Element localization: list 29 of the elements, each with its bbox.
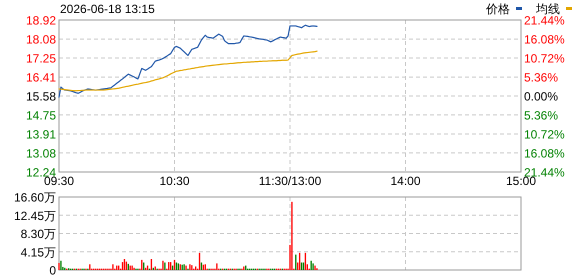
- y2-tick-label: 0.00%: [524, 90, 558, 104]
- y2-tick-label: 16.08%: [524, 32, 566, 46]
- x-tick-label: 10:30: [159, 174, 190, 188]
- y2-tick-label: 21.44%: [524, 14, 566, 28]
- y-tick-label: 18.08: [26, 32, 56, 47]
- y2-tick-label: 5.36%: [524, 70, 558, 84]
- y-tick-label: 13.08: [26, 146, 56, 160]
- y-tick-label: 15.58: [26, 90, 56, 104]
- x-tick-label: 11:30/13:00: [258, 174, 322, 188]
- y-tick-label: 16.60万: [14, 190, 56, 204]
- y-tick-label: 17.25: [26, 52, 56, 66]
- legend-label: 均线: [535, 2, 560, 16]
- y-tick-label: 8.30万: [20, 227, 56, 241]
- y-tick-label: 16.41: [26, 70, 56, 85]
- y-tick-label: 12.45万: [14, 208, 56, 223]
- line-series: [58, 24, 318, 98]
- chart-title: 2026-06-18 13:15: [60, 2, 156, 16]
- y2-tick-label: 5.36%: [524, 108, 558, 122]
- x-tick-label: 14:00: [390, 174, 421, 188]
- y-tick-label: 13.91: [26, 128, 56, 142]
- y2-tick-label: 10.72%: [524, 52, 566, 66]
- legend-label: 价格: [485, 2, 510, 16]
- y2-tick-label: 16.08%: [524, 146, 566, 160]
- line-series: [58, 50, 318, 92]
- y-tick-label: 0: [49, 264, 56, 276]
- y-tick-label: 14.75: [26, 108, 56, 122]
- y2-tick-label: 10.72%: [524, 128, 566, 142]
- y-tick-label: 4.15万: [20, 245, 56, 260]
- y-tick-label: 18.92: [26, 14, 56, 28]
